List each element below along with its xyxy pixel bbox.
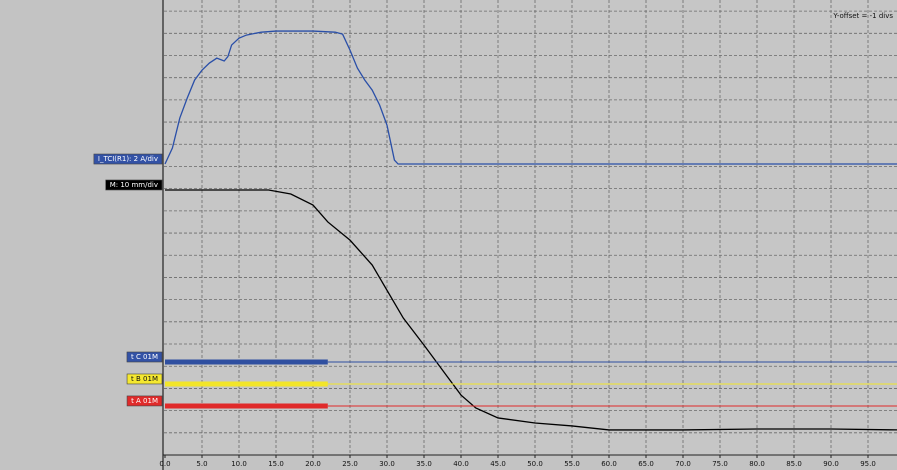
x-tick-label: 60.0 [601, 460, 617, 468]
x-tick-label: 85.0 [786, 460, 802, 468]
channel-name: t A 01M [131, 397, 158, 405]
channel-name: I_TCI(R1): 2 A/div [98, 155, 158, 163]
x-tick-label: 30.0 [379, 460, 395, 468]
trace [164, 30, 897, 165]
x-tick-label: 50.0 [527, 460, 543, 468]
x-tick-label: 90.0 [823, 460, 839, 468]
x-tick-label: 95.0 [860, 460, 876, 468]
x-tick-label: 55.0 [564, 460, 580, 468]
channel-label-box [126, 351, 163, 363]
x-tick-label: 35.0 [416, 460, 432, 468]
x-tick-label: 10.0 [231, 460, 247, 468]
channel-label: t C 01M [126, 351, 163, 363]
channel-name: t C 01M [131, 353, 158, 361]
plot-area [163, 0, 897, 455]
channel-label-box [126, 395, 163, 407]
channel-label-box [126, 373, 163, 385]
trace [165, 189, 897, 431]
x-tick-label: 65.0 [638, 460, 654, 468]
x-tick-label: 45.0 [490, 460, 506, 468]
channel-label: t B 01M [126, 373, 163, 385]
x-tick-label: 70.0 [675, 460, 691, 468]
x-tick-label: 5.0 [196, 460, 207, 468]
x-tick-label: 20.0 [305, 460, 321, 468]
x-tick-label: 25.0 [342, 460, 358, 468]
channel-name: t B 01M [131, 375, 158, 383]
x-tick-label: 40.0 [453, 460, 469, 468]
x-tick-label: 80.0 [749, 460, 765, 468]
channel-label-box [93, 153, 163, 165]
x-tick-label: 15.0 [268, 460, 284, 468]
channel-label: M: 10 mm/div [105, 179, 163, 191]
x-tick-label: 75.0 [712, 460, 728, 468]
y-offset-note: Y-offset = -1 divs [832, 12, 893, 20]
channel-name: M: 10 mm/div [110, 181, 158, 189]
channel-label: t A 01M [126, 395, 163, 407]
channel-label: I_TCI(R1): 2 A/div [93, 153, 163, 165]
channel-label-box [105, 179, 163, 191]
x-tick-label: 0.0 [159, 460, 170, 468]
